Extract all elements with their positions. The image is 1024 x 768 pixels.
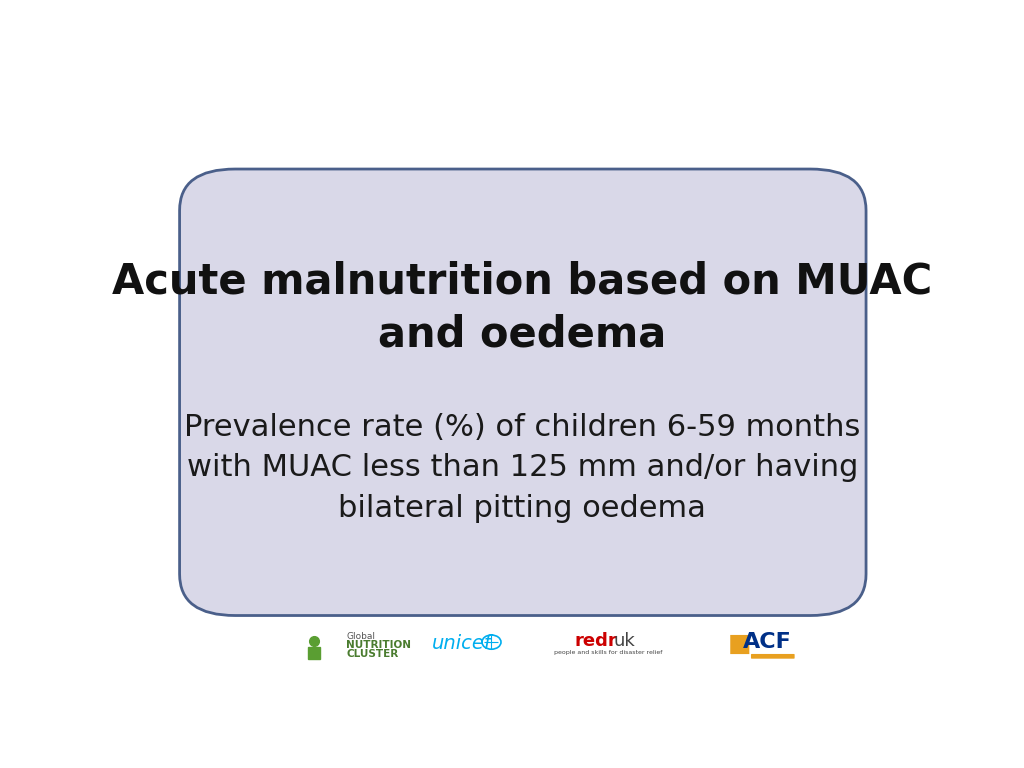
FancyBboxPatch shape: [751, 654, 795, 659]
Text: unicef: unicef: [431, 634, 492, 654]
FancyBboxPatch shape: [179, 169, 866, 615]
Text: CLUSTER: CLUSTER: [346, 649, 398, 659]
Text: redr: redr: [574, 632, 617, 650]
Text: Acute malnutrition based on MUAC
and oedema: Acute malnutrition based on MUAC and oed…: [113, 260, 933, 356]
Text: Prevalence rate (%) of children 6-59 months
with MUAC less than 125 mm and/or ha: Prevalence rate (%) of children 6-59 mon…: [184, 412, 860, 523]
Text: ACF: ACF: [742, 632, 792, 652]
Text: ■: ■: [727, 632, 751, 656]
Text: Global: Global: [346, 632, 375, 641]
Text: NUTRITION: NUTRITION: [346, 640, 412, 650]
Text: uk: uk: [613, 632, 635, 650]
Text: people and skills for disaster relief: people and skills for disaster relief: [554, 650, 663, 655]
